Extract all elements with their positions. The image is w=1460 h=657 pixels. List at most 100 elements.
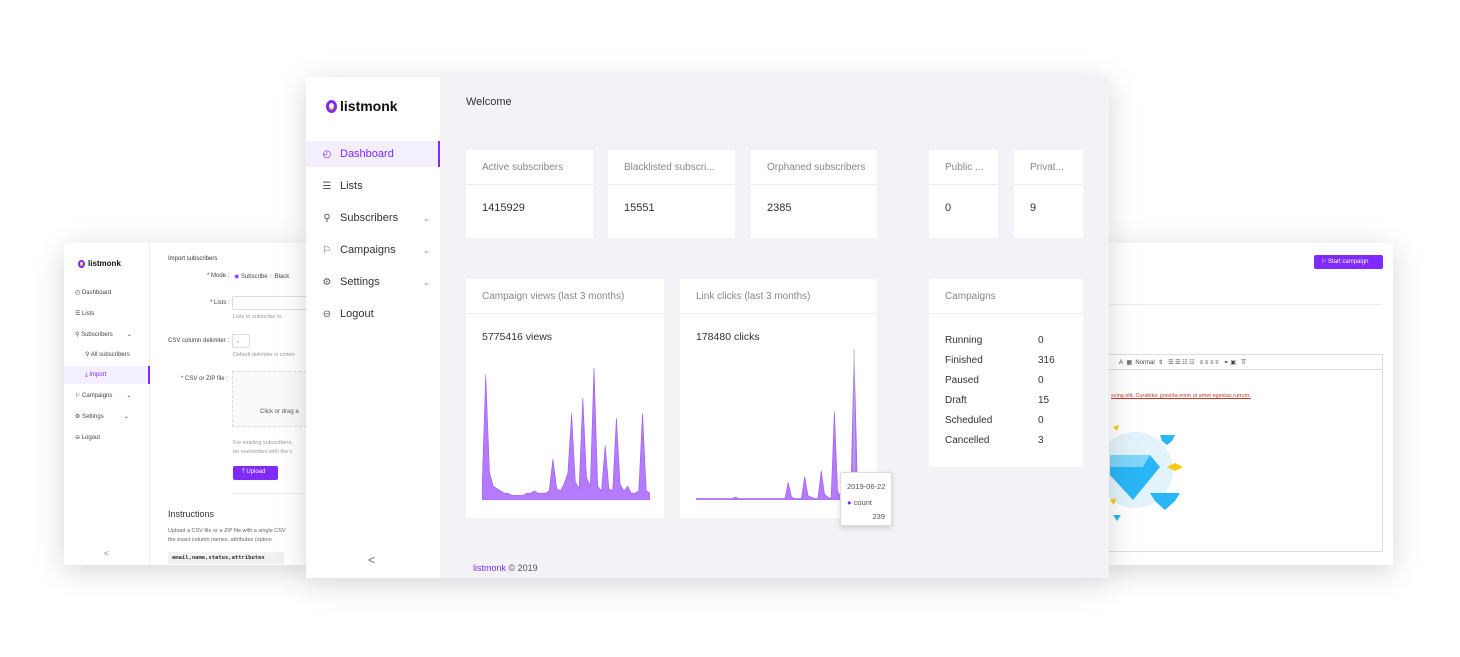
tooltip-date: 2019-06-22 [847,482,886,491]
stat-card-orphaned: Orphaned subscribers 2385 [751,150,877,238]
stat-value: 0 [945,202,952,214]
series-dot-icon: ● [847,498,852,507]
chevron-down-icon: ⌄ [422,244,430,255]
align-buttons-icon[interactable]: ≡ ≡ ≡ ≡ [1199,360,1219,366]
import-window: listmonk ◴ Dashboard ☰ Lists ⚲ Subscribe… [64,243,310,565]
list-buttons-icon[interactable]: ☰ ☰ ☷ ☷ [1168,360,1195,366]
overwrite-help-2: be overwritten with the v [233,449,293,455]
left-logo[interactable]: listmonk [78,259,121,268]
link-icon[interactable]: ⚭ [1223,360,1229,366]
stat-card-private: Privat... 9 [1014,150,1083,238]
nav-lists[interactable]: ☰ Lists [322,180,363,192]
editor-body[interactable] [1105,370,1383,552]
left-nav-import-bg [64,366,150,384]
gold-gem-icon [1167,463,1183,471]
rocket-icon: ⚐ [322,244,332,256]
stat-value: 15551 [624,202,655,214]
left-nav-lists[interactable]: ☰ Lists [75,311,95,317]
clicks-chart[interactable] [696,349,864,500]
upload-button[interactable]: ⤒ Upload [233,466,278,480]
image-icon[interactable]: ▣ [1230,360,1237,366]
delimiter-help: Default delimiter is comm [233,352,295,358]
nav-logout[interactable]: ⊖ Logout [322,308,374,320]
stat-label: Public ... [929,150,998,185]
import-title: Import subscribers [168,256,218,262]
divider [232,493,310,494]
stat-value: 2385 [767,202,792,214]
stat-card-public: Public ... 0 [929,150,998,238]
logo-icon [326,99,337,113]
stat-value: 1415929 [482,202,525,214]
campaigns-card: Campaigns Running 0 Finished 316 Paused 0 D… [929,279,1083,467]
clicks-title: Link clicks (last 3 months) [680,279,877,314]
overwrite-help-1: For existing subscribers, [233,440,293,446]
series-area [696,352,864,500]
logout-icon: ⊖ [322,308,332,320]
file-dropzone[interactable] [232,371,310,427]
main-logo[interactable]: listmonk [326,98,398,114]
campaign-row: Finished 316 [945,354,1055,366]
views-card: Campaign views (last 3 months) 5775416 v… [466,279,664,518]
left-nav-import[interactable]: ⤓ Import [85,372,107,378]
left-nav-settings[interactable]: ⚙ Settings ⌄ [75,414,129,420]
gear-icon: ⚙ [322,276,332,288]
left-sidebar: listmonk ◴ Dashboard ☰ Lists ⚲ Subscribe… [64,243,150,565]
delimiter-label: CSV column delimiter : [168,338,230,344]
clear-format-icon[interactable]: T̸ [1241,360,1245,366]
footer: listmonk © 2019 [473,563,538,573]
big-diamond-top [1110,455,1150,467]
campaigns-list: Running 0 Finished 316 Paused 0 Draft 15 Sch… [929,314,1083,450]
collapse-sidebar-button[interactable]: < [368,553,376,567]
campaign-row: Running 0 [945,334,1044,346]
file-label: * CSV or ZIP file : [181,376,228,382]
font-color-icon[interactable]: A [1119,360,1124,366]
mode-label: * Mode : [207,273,230,279]
delimiter-input[interactable]: , [232,334,250,348]
campaign-row: Cancelled 3 [945,434,1044,446]
chart-tooltip: 2019-06-22 ● count 239 [840,472,892,526]
dashboard-window: listmonk ◴ Dashboard ☰ Lists ⚲ Subscribers ⌄… [306,77,1109,578]
lists-label: * Lists : [210,300,230,306]
nav-campaigns[interactable]: ⚐ Campaigns ⌄ [322,244,430,256]
left-nav-campaigns[interactable]: ⚐ Campaigns ⌄ [75,393,132,399]
start-campaign-button[interactable]: ⚐ Start campaign [1314,255,1383,269]
footer-year: © 2019 [508,563,538,573]
small-diamond-icon [1150,493,1180,510]
lists-input[interactable] [232,296,310,310]
stat-card-active: Active subscribers 1415929 [466,150,593,238]
stat-label: Active subscribers [466,150,593,185]
views-value: 5775416 views [482,331,553,343]
dropzone-text: Click or drag a [260,409,299,415]
lists-help: Lists to subscribe to [233,314,282,320]
clicks-card: Link clicks (last 3 months) 178480 click… [680,279,892,526]
left-nav-all-subscribers[interactable]: ⚲ All subscribers [85,352,130,358]
views-title: Campaign views (last 3 months) [466,279,664,314]
views-chart[interactable] [482,364,650,500]
left-nav-dashboard[interactable]: ◴ Dashboard [75,290,112,296]
stat-label: Privat... [1014,150,1083,185]
tooltip-series: ● count [847,498,872,507]
nav-subscribers[interactable]: ⚲ Subscribers ⌄ [323,212,430,224]
mode-radio-subscribe[interactable]: ◉ Subscribe ○ Black [234,274,290,280]
tiny-diamond-icon [1160,435,1175,445]
footer-brand-link[interactable]: listmonk [473,563,507,573]
format-select[interactable]: Normal [1135,360,1155,366]
tooltip-value: 239 [872,512,885,521]
campaign-editor-window: ⚐ Start campaign A ▦ Normal ⇕ ☰ ☰ ☷ ☷ ≡ … [1105,243,1393,565]
instructions-line-2: the exact column names. attributes (opti… [168,537,272,543]
left-collapse-button[interactable]: < [104,549,109,558]
campaign-row: Paused 0 [945,374,1044,386]
stat-label: Blacklisted subscri... [608,150,735,185]
clicks-value: 178480 clicks [696,331,760,343]
nav-dashboard[interactable]: ◴ Dashboard [306,141,440,167]
csv-code-sample: email,name,status,attributes [168,552,284,564]
instructions-line-1: Upload a CSV file or a ZIP file with a s… [168,528,286,534]
editor-text: scing elit. Curabitur gravida enim ut am… [1111,393,1251,399]
clear-bg-icon[interactable]: ▦ [1126,360,1133,366]
nav-settings[interactable]: ⚙ Settings ⌄ [322,276,430,288]
left-nav-logout[interactable]: ⊖ Logout [75,435,101,441]
instructions-title: Instructions [168,509,215,519]
campaign-row: Draft 15 [945,394,1050,406]
main-sidebar: listmonk ◴ Dashboard ☰ Lists ⚲ Subscribers ⌄… [306,77,440,578]
left-nav-subscribers[interactable]: ⚲ Subscribers ⌄ [75,332,132,338]
